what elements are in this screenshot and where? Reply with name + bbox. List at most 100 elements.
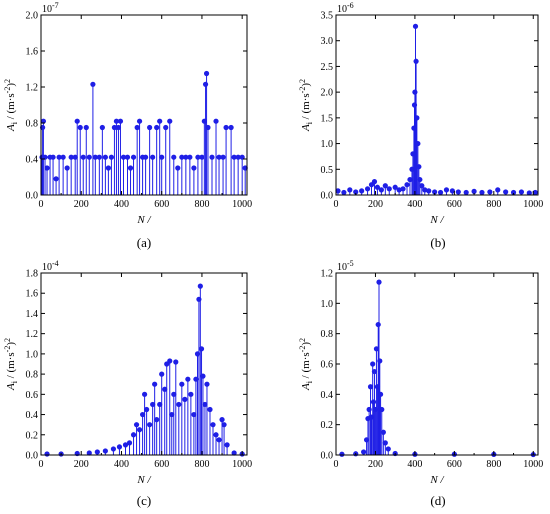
x-tick-label: 400 [407,459,422,470]
data-point [130,154,137,160]
data-point [242,165,248,171]
y-tick-label: 0.2 [321,420,334,431]
y-tick-label: 1.0 [26,349,39,360]
y-tick-label: 0.8 [26,119,39,130]
data-point [60,154,66,160]
plot-frame [335,14,539,196]
data-point [42,154,48,160]
data-point [152,381,158,387]
y-tick-label: 1.5 [321,113,334,124]
data-point [200,373,206,379]
data-point [205,124,211,131]
data-point [510,189,517,196]
data-point [437,189,444,196]
y-tick-label: 0.2 [26,430,39,441]
y-tick-label: 1.6 [26,289,39,300]
data-point [77,124,83,131]
data-point [463,189,469,196]
y-axis-title: Ai / (m·s-2)2 [298,338,314,391]
data-point [407,176,413,183]
data-point [108,154,115,160]
x-tick-label: 1000 [523,199,543,210]
data-point [126,440,133,446]
data-point [503,189,509,195]
y-tick-label: 2.5 [321,62,334,73]
data-point [144,406,150,413]
x-axis-title: N / [136,214,151,226]
y-tick-label: 0.0 [321,451,334,462]
y-tick-label: 1.0 [321,299,334,310]
data-point [419,183,425,189]
data-point [197,283,203,289]
data-point [202,81,209,87]
data-point [167,358,173,364]
data-point [86,154,92,160]
data-point [182,396,188,402]
data-point [147,124,153,131]
data-point [231,450,237,456]
data-point [179,381,185,387]
x-tick-label: 1000 [523,459,543,470]
data-point [150,401,156,408]
x-tick-label: 600 [154,459,169,470]
data-point [341,189,347,196]
data-point [479,189,485,196]
data-point [224,442,230,448]
y-tick-label: 0.8 [26,370,39,381]
panel-caption: (c) [137,493,151,508]
y-tick-label: 1.0 [321,139,334,150]
data-point [102,448,108,454]
data-point [185,376,191,382]
data-point [171,154,177,160]
chart-panel-4: 0 200 400 600 800 1000 0.0 0.2 0.4 0.6 0.8 1.0 1.210… [298,259,543,508]
data-point [382,440,388,446]
plot-frame [40,272,248,456]
panel-caption: (d) [430,493,445,508]
data-series [335,23,538,196]
data-point [116,444,123,450]
data-point [191,165,197,171]
data-point [136,118,143,124]
data-point [455,189,461,195]
data-point [199,154,205,160]
data-point [80,154,86,160]
data-point [412,89,418,95]
data-point [370,399,377,405]
data-point [53,176,59,182]
y-tick-label: 0.5 [321,165,334,176]
scale-factor-label: 10-4 [42,259,59,273]
data-series [39,70,248,195]
data-point [335,188,341,194]
y-tick-label: 1.4 [26,309,39,320]
data-point [417,176,423,183]
data-point [532,189,538,196]
x-tick-label: 1000 [232,459,252,470]
x-tick-label: 800 [194,459,209,470]
data-point [183,154,189,160]
x-tick-label: 600 [154,199,169,210]
data-point [96,154,102,160]
data-point [191,411,197,418]
data-point [231,154,237,160]
data-point [139,411,146,418]
y-tick-label: 1.8 [26,269,39,280]
data-point [412,23,419,29]
data-point [115,124,122,131]
data-point [413,58,419,64]
data-point [157,401,163,408]
data-point [415,140,421,147]
data-point [392,184,398,190]
data-point [377,358,383,364]
data-point [163,124,169,131]
data-point [159,371,165,377]
data-point [117,118,124,124]
data-point [377,391,384,397]
data-point [371,179,378,185]
data-point [147,422,153,428]
y-tick-label: 3.0 [321,36,334,47]
data-point [216,437,222,443]
y-tick-label: 0.4 [26,410,39,421]
data-point [207,406,213,413]
data-point [359,188,365,194]
